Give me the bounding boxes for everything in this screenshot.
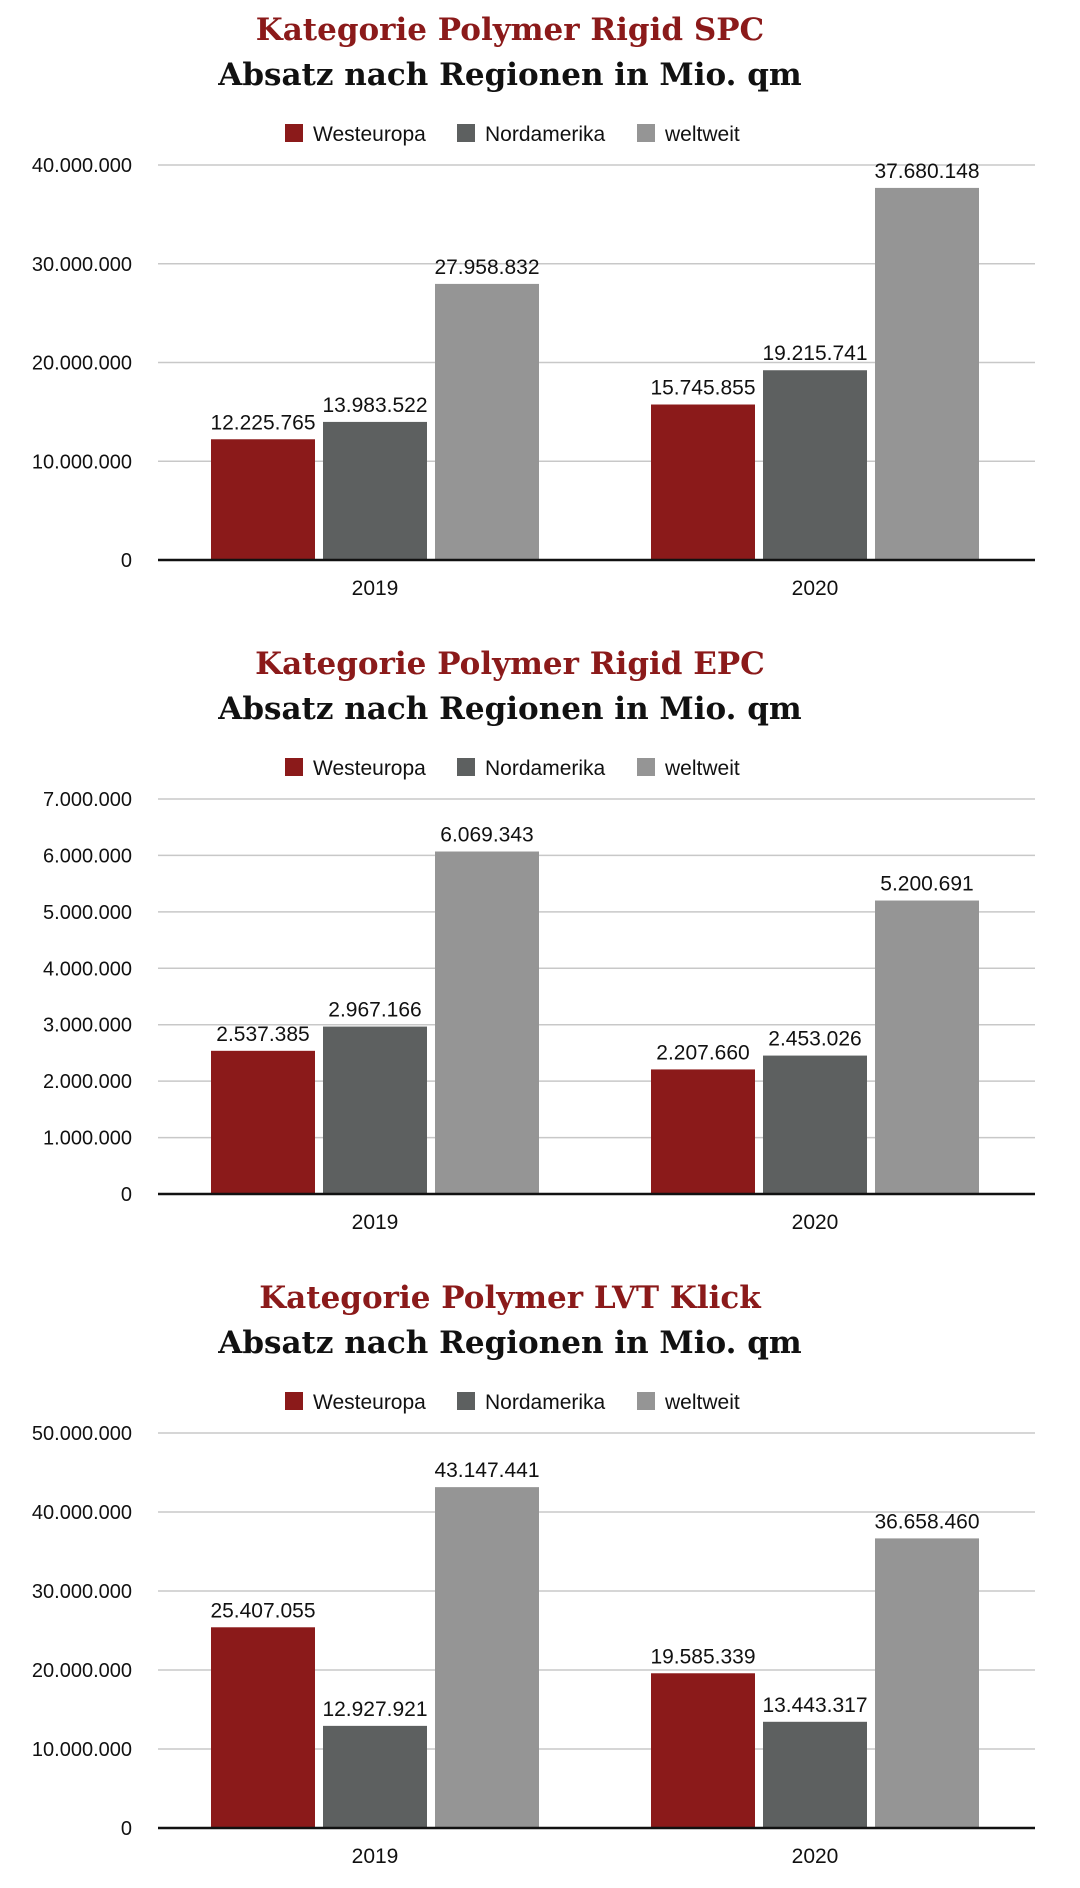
legend-label-westeuropa: Westeuropa bbox=[313, 757, 426, 780]
y-tick-label: 10.000.000 bbox=[32, 1739, 132, 1761]
bar-weltweit-2019 bbox=[435, 1487, 539, 1828]
legend-swatch-westeuropa bbox=[285, 124, 303, 142]
y-tick-label: 2.000.000 bbox=[43, 1071, 132, 1093]
chart-rigid-spc: Kategorie Polymer Rigid SPC Absatz nach R… bbox=[0, 0, 1080, 620]
bar-westeuropa-2020 bbox=[651, 404, 755, 560]
data-label-nordamerika-2020: 2.453.026 bbox=[768, 1028, 861, 1051]
chart-subtitle: Absatz nach Regionen in Mio. qm bbox=[217, 1325, 802, 1361]
data-label-nordamerika-2019: 12.927.921 bbox=[322, 1698, 427, 1721]
x-category-label: 2020 bbox=[792, 1211, 839, 1234]
data-label-weltweit-2020: 5.200.691 bbox=[880, 873, 973, 896]
y-tick-label: 6.000.000 bbox=[43, 845, 132, 867]
legend-label-weltweit: weltweit bbox=[664, 123, 740, 146]
bar-weltweit-2020 bbox=[875, 900, 979, 1194]
y-tick-label: 3.000.000 bbox=[43, 1015, 132, 1037]
data-label-weltweit-2019: 6.069.343 bbox=[440, 824, 533, 847]
bar-westeuropa-2020 bbox=[651, 1673, 755, 1828]
y-tick-label: 30.000.000 bbox=[32, 1581, 132, 1603]
y-tick-label: 0 bbox=[121, 1818, 132, 1840]
y-tick-label: 40.000.000 bbox=[32, 1502, 132, 1524]
data-label-westeuropa-2019: 25.407.055 bbox=[210, 1599, 315, 1622]
legend-label-westeuropa: Westeuropa bbox=[313, 123, 426, 146]
y-tick-label: 1.000.000 bbox=[43, 1128, 132, 1150]
legend-label-nordamerika: Nordamerika bbox=[485, 123, 606, 146]
y-tick-label: 0 bbox=[121, 550, 132, 572]
bar-westeuropa-2019 bbox=[211, 1050, 315, 1194]
y-tick-label: 10.000.000 bbox=[32, 451, 132, 473]
bar-westeuropa-2019 bbox=[211, 1627, 315, 1828]
data-label-weltweit-2019: 27.958.832 bbox=[434, 256, 539, 279]
legend-label-westeuropa: Westeuropa bbox=[313, 1391, 426, 1414]
legend-label-weltweit: weltweit bbox=[664, 1391, 740, 1414]
data-label-nordamerika-2019: 13.983.522 bbox=[322, 394, 427, 417]
chart-lvt-klick: Kategorie Polymer LVT Klick Absatz nach R… bbox=[0, 1268, 1080, 1888]
chart-subtitle: Absatz nach Regionen in Mio. qm bbox=[217, 57, 802, 93]
legend-swatch-nordamerika bbox=[457, 1392, 475, 1410]
legend-swatch-westeuropa bbox=[285, 1392, 303, 1410]
data-label-nordamerika-2019: 2.967.166 bbox=[328, 999, 421, 1022]
legend-swatch-nordamerika bbox=[457, 124, 475, 142]
data-label-westeuropa-2020: 19.585.339 bbox=[650, 1645, 755, 1668]
y-tick-label: 5.000.000 bbox=[43, 902, 132, 924]
chart-title: Kategorie Polymer Rigid EPC bbox=[255, 646, 765, 682]
bar-weltweit-2020 bbox=[875, 187, 979, 560]
legend-label-nordamerika: Nordamerika bbox=[485, 757, 606, 780]
chart-subtitle: Absatz nach Regionen in Mio. qm bbox=[217, 691, 802, 727]
legend-swatch-nordamerika bbox=[457, 758, 475, 776]
bar-nordamerika-2019 bbox=[323, 421, 427, 560]
x-category-label: 2019 bbox=[352, 1845, 399, 1868]
data-label-weltweit-2020: 36.658.460 bbox=[874, 1510, 979, 1533]
chart-title: Kategorie Polymer LVT Klick bbox=[259, 1280, 762, 1316]
data-label-nordamerika-2020: 19.215.741 bbox=[762, 342, 867, 365]
chart-rigid-spc-svg: Kategorie Polymer Rigid SPC Absatz nach R… bbox=[32, 12, 1035, 600]
bar-nordamerika-2019 bbox=[323, 1725, 427, 1828]
y-tick-label: 30.000.000 bbox=[32, 254, 132, 276]
legend-swatch-weltweit bbox=[637, 124, 655, 142]
chart-lvt-klick-svg: Kategorie Polymer LVT Klick Absatz nach R… bbox=[32, 1280, 1035, 1868]
data-label-weltweit-2020: 37.680.148 bbox=[874, 160, 979, 183]
legend-label-nordamerika: Nordamerika bbox=[485, 1391, 606, 1414]
bar-weltweit-2019 bbox=[435, 283, 539, 560]
bar-weltweit-2020 bbox=[875, 1538, 979, 1828]
legend-swatch-weltweit bbox=[637, 758, 655, 776]
y-tick-label: 4.000.000 bbox=[43, 958, 132, 980]
legend-label-weltweit: weltweit bbox=[664, 757, 740, 780]
x-category-label: 2019 bbox=[352, 577, 399, 600]
x-category-label: 2020 bbox=[792, 1845, 839, 1868]
bar-nordamerika-2020 bbox=[763, 1721, 867, 1828]
bar-westeuropa-2020 bbox=[651, 1069, 755, 1194]
x-category-label: 2020 bbox=[792, 577, 839, 600]
chart-rigid-epc: Kategorie Polymer Rigid EPC Absatz nach R… bbox=[0, 634, 1080, 1254]
y-tick-label: 7.000.000 bbox=[43, 789, 132, 811]
bar-nordamerika-2020 bbox=[763, 1055, 867, 1194]
legend-swatch-westeuropa bbox=[285, 758, 303, 776]
y-tick-label: 0 bbox=[121, 1184, 132, 1206]
data-label-nordamerika-2020: 13.443.317 bbox=[762, 1694, 867, 1717]
data-label-weltweit-2019: 43.147.441 bbox=[434, 1459, 539, 1482]
x-category-label: 2019 bbox=[352, 1211, 399, 1234]
chart-rigid-epc-svg: Kategorie Polymer Rigid EPC Absatz nach R… bbox=[43, 646, 1035, 1234]
data-label-westeuropa-2019: 12.225.765 bbox=[210, 411, 315, 434]
data-label-westeuropa-2020: 15.745.855 bbox=[650, 377, 755, 400]
bar-weltweit-2019 bbox=[435, 851, 539, 1194]
bar-westeuropa-2019 bbox=[211, 439, 315, 560]
y-tick-label: 40.000.000 bbox=[32, 155, 132, 177]
y-tick-label: 20.000.000 bbox=[32, 353, 132, 375]
chart-title: Kategorie Polymer Rigid SPC bbox=[256, 12, 764, 48]
data-label-westeuropa-2019: 2.537.385 bbox=[216, 1023, 309, 1046]
legend-swatch-weltweit bbox=[637, 1392, 655, 1410]
data-label-westeuropa-2020: 2.207.660 bbox=[656, 1041, 749, 1064]
bar-nordamerika-2020 bbox=[763, 370, 867, 560]
y-tick-label: 50.000.000 bbox=[32, 1423, 132, 1445]
bar-nordamerika-2019 bbox=[323, 1026, 427, 1194]
y-tick-label: 20.000.000 bbox=[32, 1660, 132, 1682]
